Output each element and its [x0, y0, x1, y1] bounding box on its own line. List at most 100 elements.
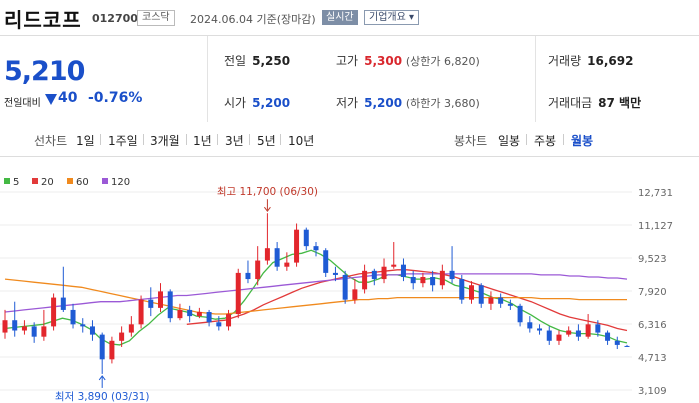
candle-weekly[interactable]: 주봉	[534, 134, 557, 148]
period-1w[interactable]: 1주일	[108, 134, 138, 148]
price-summary: 5,210 전일대비 40 -0.76% 전일 5,250 시가 5,200 고가 5…	[0, 35, 699, 123]
candle-body	[624, 345, 630, 347]
change-percent: -0.76%	[88, 90, 143, 106]
volume-value: 16,692	[587, 54, 634, 68]
open-value: 5,200	[252, 96, 291, 110]
market-badge: 코스닥	[137, 10, 175, 26]
legend-label: 20	[41, 177, 54, 188]
period-1d[interactable]: 1일	[76, 134, 95, 148]
candle-body	[41, 326, 47, 337]
stock-candlestick-chart: 12,731 11,127 9,523 7,920 6,316 4,713 3,109 5 20…	[0, 177, 673, 403]
candle-body	[264, 248, 270, 261]
ma-line-120	[4, 273, 628, 313]
candle-body	[420, 277, 426, 284]
candle-body	[255, 260, 261, 280]
candle-body	[400, 264, 406, 278]
low-label: 저가	[336, 96, 359, 110]
divider	[100, 134, 101, 145]
min-price-annotation: 최저 3,890 (03/31)	[55, 391, 150, 403]
divider	[217, 134, 218, 145]
ma-line-20	[186, 269, 628, 332]
candle-body	[226, 314, 232, 327]
candle-body	[196, 311, 202, 317]
y-tick-label: 11,127	[638, 221, 673, 232]
max-price-annotation: 최고 11,700 (06/30)	[217, 186, 318, 198]
candle-body	[119, 332, 125, 341]
min-arrow-icon	[98, 375, 106, 381]
high-price: 고가 5,300 (상한가 6,820)	[336, 52, 480, 69]
candle-body	[469, 285, 474, 300]
candle-body	[216, 322, 222, 327]
candle-body	[595, 324, 601, 333]
candle-body	[60, 297, 66, 310]
period-3y[interactable]: 3년	[225, 134, 244, 148]
candle-body	[235, 272, 241, 315]
candle-body	[167, 291, 173, 319]
y-tick-label: 4,713	[638, 353, 667, 364]
candle-body	[605, 332, 611, 341]
candle-body	[206, 311, 212, 323]
divider	[280, 134, 281, 145]
candle-body	[439, 270, 445, 286]
candle-body	[430, 277, 436, 286]
company-overview-dropdown[interactable]: 기업개요 ▾	[364, 10, 419, 25]
candle-body	[517, 305, 523, 323]
y-tick-label: 12,731	[638, 188, 673, 199]
base-date: 2024.06.04 기준(장마감)	[190, 13, 316, 26]
current-price: 5,210	[4, 56, 85, 87]
candle-body	[362, 270, 368, 290]
y-tick-label: 9,523	[638, 254, 667, 265]
open-label: 시가	[224, 96, 247, 110]
legend-swatch	[67, 178, 73, 184]
candle-body	[410, 277, 416, 284]
lower-limit: (하한가 3,680)	[405, 97, 480, 110]
candle-body	[177, 309, 183, 319]
candle-body	[507, 303, 513, 306]
realtime-button[interactable]: 실시간	[322, 10, 358, 25]
candle-body	[449, 270, 455, 280]
prev-close: 전일 5,250	[224, 52, 290, 69]
low-value: 5,200	[364, 96, 403, 110]
period-3m[interactable]: 3개월	[150, 134, 180, 148]
candle-body	[585, 324, 591, 337]
candle-body	[12, 320, 18, 331]
divider	[249, 134, 250, 145]
y-tick-label: 3,109	[638, 386, 667, 397]
candle-body	[70, 309, 76, 325]
change-value: 40	[58, 90, 78, 106]
candle-body	[537, 328, 543, 331]
divider	[207, 36, 208, 122]
divider	[186, 134, 187, 145]
period-1y[interactable]: 1년	[193, 134, 212, 148]
candle-body	[51, 297, 57, 327]
candle-body	[391, 264, 397, 267]
candle-body	[80, 324, 86, 327]
candle-body	[614, 340, 620, 345]
candle-body	[575, 330, 581, 337]
divider	[143, 134, 144, 145]
high-value: 5,300	[364, 54, 403, 68]
period-10y[interactable]: 10년	[288, 134, 315, 148]
candle-body	[89, 326, 95, 335]
legend-label: 60	[76, 177, 89, 188]
candle-daily[interactable]: 일봉	[498, 134, 521, 148]
candle-body	[313, 246, 319, 251]
legend-label: 120	[111, 177, 130, 188]
candle-body	[303, 229, 309, 247]
candle-body	[546, 330, 552, 341]
legend-swatch	[32, 178, 38, 184]
candle-body	[342, 274, 348, 300]
upper-limit: (상한가 6,820)	[405, 55, 480, 68]
candle-body	[284, 262, 290, 267]
stock-header: 리드코프 012700 코스닥 2024.06.04 기준(장마감) 실시간 기…	[0, 0, 699, 34]
down-arrow-icon	[45, 94, 57, 105]
candle-monthly[interactable]: 월봉	[571, 134, 594, 148]
stock-name: 리드코프	[4, 8, 82, 32]
amount-label: 거래대금	[548, 96, 593, 110]
change-label: 전일대비	[4, 98, 41, 109]
prev-close-value: 5,250	[252, 54, 291, 68]
candle-body	[2, 320, 8, 333]
candle-body	[187, 309, 193, 317]
period-5y[interactable]: 5년	[257, 134, 276, 148]
candle-body	[352, 289, 358, 300]
